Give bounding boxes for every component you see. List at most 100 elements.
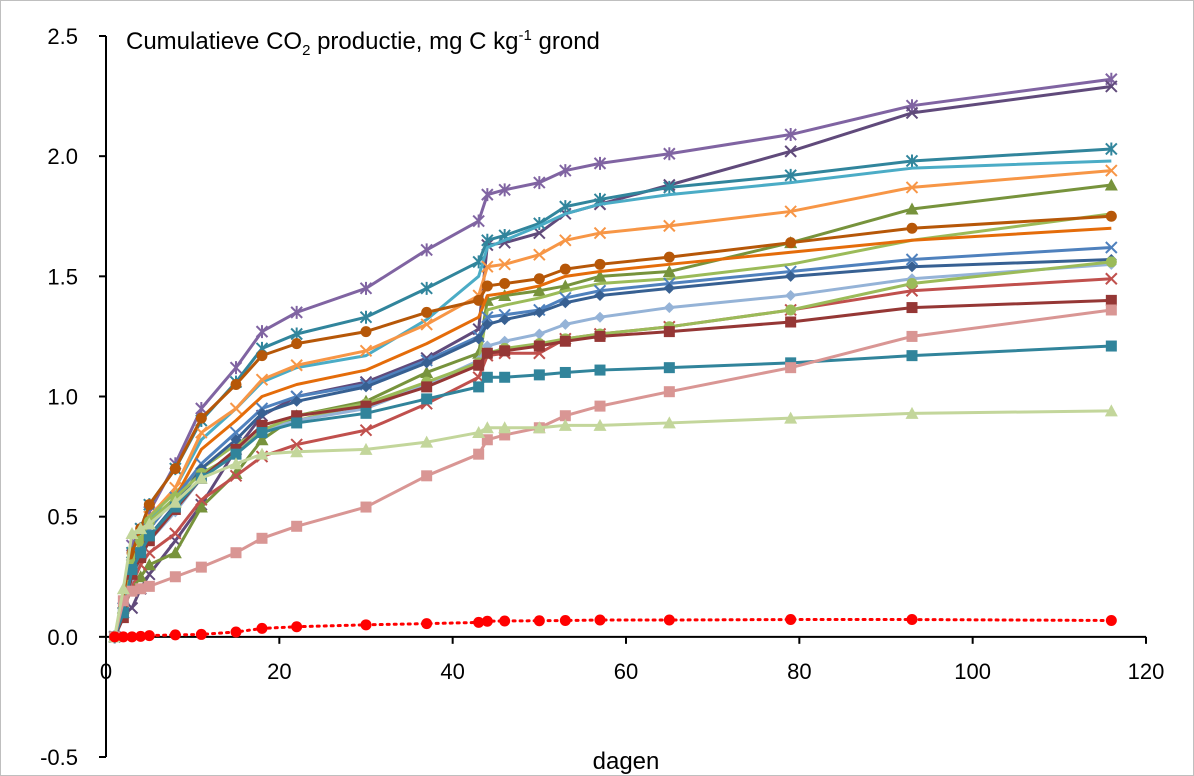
- data-point: [169, 527, 182, 540]
- data-point: [1105, 241, 1118, 254]
- data-point: [785, 316, 797, 328]
- data-point: [559, 366, 571, 378]
- data-point: [785, 237, 797, 249]
- data-point: [421, 618, 433, 630]
- series-13: [109, 258, 1117, 643]
- data-point: [559, 164, 572, 178]
- data-point: [559, 234, 572, 247]
- data-point: [663, 180, 676, 194]
- data-point: [143, 499, 155, 511]
- data-point: [1105, 340, 1117, 352]
- data-point: [359, 344, 373, 358]
- data-point: [906, 222, 918, 234]
- data-point: [481, 434, 493, 446]
- data-point: [593, 418, 607, 431]
- data-point: [594, 258, 606, 270]
- data-point: [126, 585, 138, 597]
- data-point: [142, 517, 156, 530]
- data-point: [499, 345, 511, 357]
- data-point: [533, 176, 546, 190]
- data-point: [420, 281, 433, 295]
- data-point: [473, 448, 485, 460]
- data-point: [481, 615, 493, 627]
- data-point: [195, 412, 207, 424]
- data-point: [905, 253, 919, 266]
- data-point: [481, 233, 494, 247]
- data-point: [594, 614, 606, 626]
- y-tick-label: 1.5: [47, 264, 78, 289]
- data-point: [498, 258, 511, 271]
- data-point: [360, 501, 372, 513]
- series-19: [109, 614, 1117, 643]
- data-point: [905, 106, 919, 120]
- data-point: [533, 306, 545, 318]
- data-point: [229, 361, 243, 375]
- data-point: [559, 410, 571, 422]
- data-point: [360, 407, 372, 419]
- data-point: [1105, 304, 1117, 316]
- x-tick-label: 120: [1128, 659, 1165, 684]
- data-point: [905, 202, 919, 215]
- data-point: [360, 400, 372, 412]
- data-point: [559, 318, 571, 330]
- data-point: [291, 338, 303, 350]
- data-point: [135, 583, 147, 595]
- data-point: [499, 615, 511, 627]
- data-point: [533, 369, 545, 381]
- data-point: [359, 442, 373, 455]
- data-point: [559, 614, 571, 626]
- data-point: [784, 205, 797, 218]
- data-point: [532, 421, 546, 434]
- data-point: [532, 284, 546, 297]
- data-point: [256, 622, 268, 634]
- data-point: [481, 310, 494, 324]
- data-point: [126, 631, 138, 643]
- data-point: [559, 263, 571, 275]
- data-point: [593, 269, 607, 282]
- data-point: [169, 463, 181, 475]
- data-point: [256, 350, 268, 362]
- y-tick-label: 1.0: [47, 385, 78, 410]
- data-point: [473, 294, 485, 306]
- data-point: [663, 362, 675, 374]
- data-point: [135, 630, 147, 642]
- data-point: [785, 614, 797, 626]
- data-point: [194, 471, 208, 484]
- data-point: [117, 631, 129, 643]
- data-point: [126, 564, 138, 576]
- data-point: [256, 532, 268, 544]
- data-point: [533, 615, 545, 627]
- data-point: [360, 326, 372, 338]
- data-point: [481, 371, 493, 383]
- data-point: [290, 445, 304, 458]
- data-point: [421, 357, 433, 369]
- data-point: [290, 359, 303, 372]
- data-point: [117, 595, 129, 607]
- data-point: [194, 500, 208, 513]
- data-point: [663, 386, 675, 398]
- data-point: [663, 219, 676, 233]
- data-point: [1105, 272, 1118, 285]
- data-point: [533, 226, 546, 240]
- series-18: [108, 404, 1118, 643]
- data-point: [472, 214, 485, 228]
- data-point: [594, 400, 606, 412]
- series-line: [113, 147, 1112, 638]
- data-point: [533, 248, 546, 261]
- x-tick-label: 20: [267, 659, 291, 684]
- chart-title-middle: productie, mg C kg: [310, 28, 518, 55]
- data-point: [662, 416, 676, 429]
- data-point: [559, 335, 571, 347]
- data-point: [1105, 80, 1118, 93]
- data-point: [230, 547, 242, 559]
- data-point: [594, 311, 606, 323]
- data-point: [421, 306, 433, 318]
- data-point: [473, 359, 485, 371]
- data-point: [498, 421, 512, 434]
- data-point: [291, 395, 303, 407]
- series-layer: [108, 72, 1118, 644]
- data-point: [785, 290, 797, 302]
- data-point: [498, 183, 511, 197]
- data-point: [785, 270, 797, 282]
- series-9: [109, 210, 1117, 643]
